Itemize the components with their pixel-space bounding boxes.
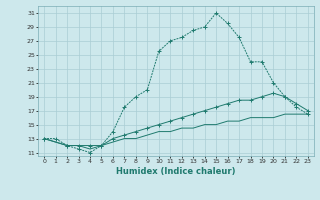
X-axis label: Humidex (Indice chaleur): Humidex (Indice chaleur) xyxy=(116,167,236,176)
